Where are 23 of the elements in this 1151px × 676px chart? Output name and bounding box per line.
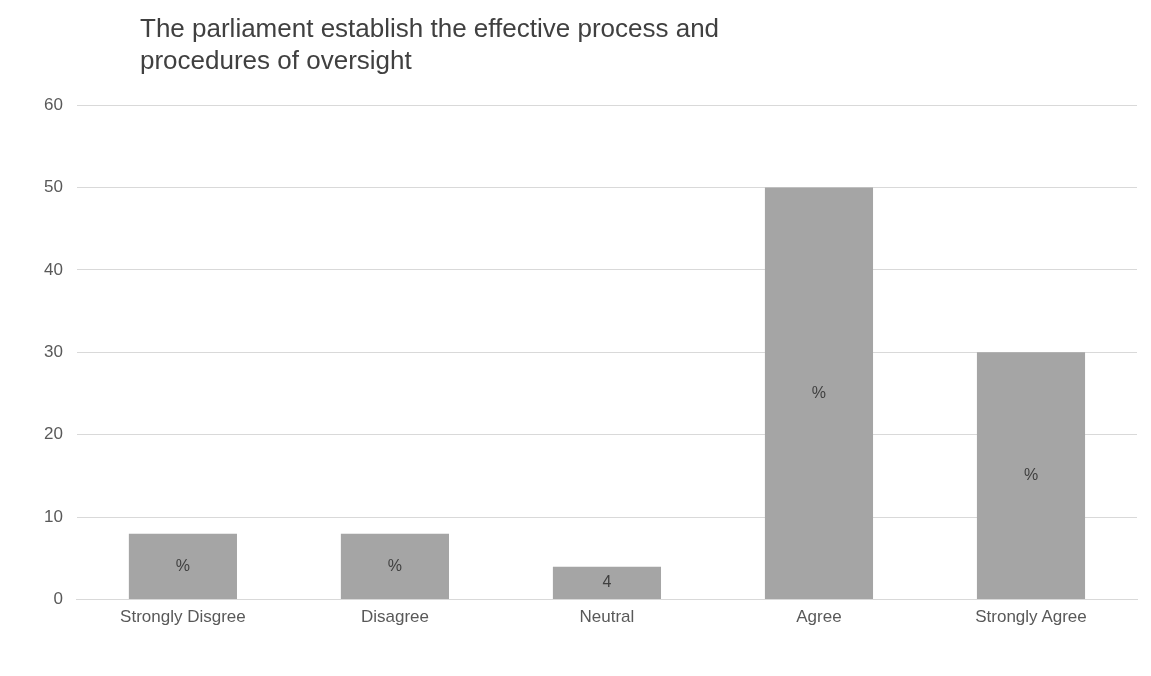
x-tick-label: Strongly Disgree	[120, 607, 246, 627]
data-label: 4	[602, 573, 612, 591]
bar	[552, 566, 662, 600]
bar	[764, 187, 874, 600]
data-label: %	[811, 383, 827, 401]
chart-title: The parliament establish the effective process and procedures of oversight	[140, 12, 721, 76]
y-tick-label: 10	[43, 506, 63, 526]
x-tick-label: Strongly Agree	[975, 607, 1087, 627]
y-tick-label: 40	[43, 259, 63, 279]
x-tick-label: Disagree	[360, 607, 429, 627]
bar	[976, 352, 1086, 600]
x-tick-label: Neutral	[579, 607, 635, 627]
y-tick-label: 30	[43, 341, 63, 361]
x-tick-label: Agree	[796, 607, 842, 627]
data-label: %	[1023, 466, 1039, 484]
y-tick-label: 20	[43, 424, 63, 444]
y-tick-label: 0	[53, 589, 63, 609]
bar	[128, 533, 237, 600]
data-label: %	[175, 556, 191, 574]
y-tick-label: 60	[43, 94, 63, 114]
data-label: %	[387, 556, 403, 574]
bar	[340, 533, 449, 600]
y-tick-label: 50	[43, 177, 63, 197]
